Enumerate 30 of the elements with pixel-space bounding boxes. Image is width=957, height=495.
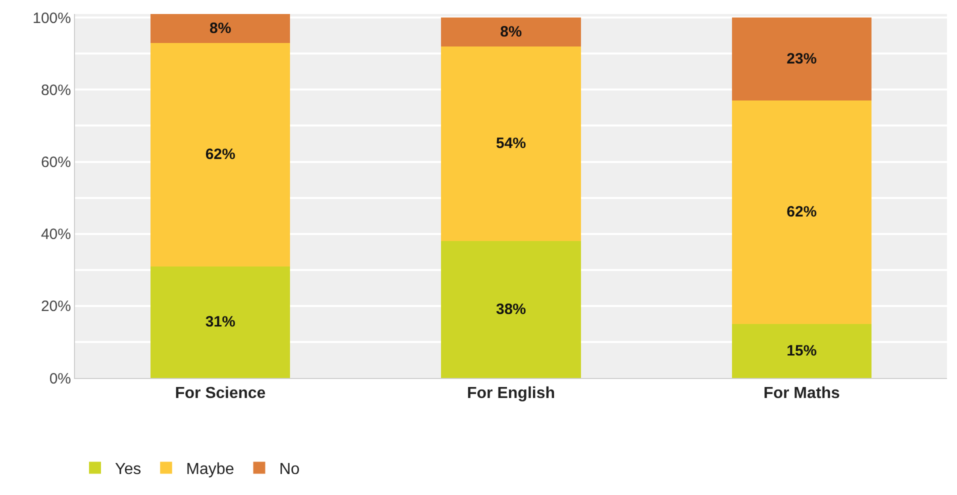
bar [150, 266, 290, 378]
legend-label: Yes [115, 460, 142, 478]
bar [732, 100, 872, 324]
data-label: 62% [786, 204, 817, 221]
x-tick-label: For Science [174, 385, 266, 402]
y-tick-label: 60% [40, 154, 71, 172]
data-label: 54% [496, 135, 526, 152]
legend-label: Maybe [186, 460, 234, 478]
bar [732, 18, 872, 100]
y-tick-label: 40% [40, 226, 71, 244]
bar [441, 18, 581, 46]
bar [732, 324, 872, 378]
y-tick-label: 100% [32, 10, 71, 27]
y-tick-label: 20% [40, 298, 71, 316]
bar [441, 241, 581, 378]
y-tick-label: 0% [49, 370, 71, 388]
data-label: 38% [496, 301, 526, 318]
bar [150, 14, 290, 43]
data-label: 62% [205, 146, 236, 164]
data-label: 8% [500, 24, 522, 41]
x-tick-label: For English [467, 385, 555, 402]
data-label: 23% [786, 50, 817, 68]
legend-label: No [279, 460, 300, 478]
y-tick-label: 80% [40, 82, 71, 99]
bar [441, 46, 581, 242]
x-tick-label: For Maths [763, 385, 840, 402]
data-label: 8% [209, 20, 232, 37]
data-label: 31% [205, 314, 236, 331]
data-label: 15% [786, 342, 817, 360]
bar [150, 42, 290, 266]
